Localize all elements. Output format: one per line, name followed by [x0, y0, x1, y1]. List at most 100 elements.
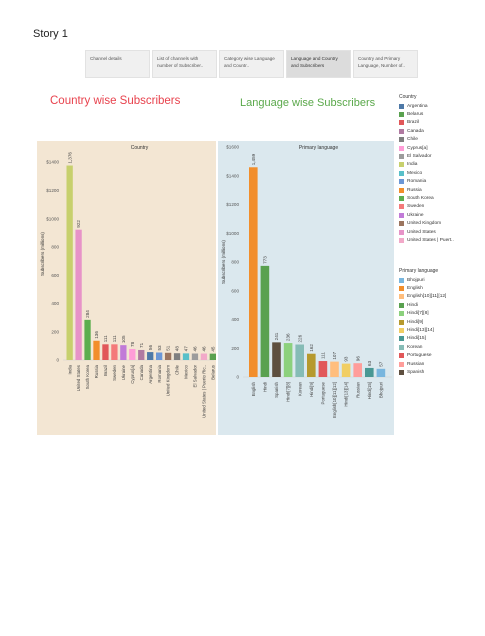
bar: [200, 353, 208, 360]
x-tick-label: Brazil: [103, 365, 108, 376]
bar-value-label: 93: [344, 356, 349, 362]
bar: [318, 361, 328, 377]
legend-item[interactable]: Portuguese: [399, 352, 446, 360]
legend-swatch: [399, 336, 404, 342]
legend-swatch: [399, 311, 404, 317]
story-point-channels-subscribers[interactable]: List of channels with number of Subscrib…: [152, 50, 217, 78]
legend-item[interactable]: Hindi: [399, 301, 446, 309]
x-tick-label: Russian: [355, 381, 360, 397]
country-chart-title: Country wise Subscribers: [50, 95, 181, 107]
bar: [138, 349, 145, 360]
bar: [66, 165, 73, 360]
legend-item[interactable]: South Korea: [399, 194, 454, 202]
legend-item[interactable]: English: [399, 284, 446, 292]
legend-item[interactable]: United Kingdom: [399, 219, 454, 227]
legend-swatch: [399, 229, 404, 235]
bar: [341, 363, 351, 377]
legend-item[interactable]: Romania: [399, 178, 454, 186]
legend-swatch: [399, 103, 404, 109]
legend-label: El Salvador: [407, 154, 432, 160]
x-tick-label: Chile: [175, 364, 180, 375]
x-tick-label: El Salvador: [193, 364, 198, 387]
legend-item[interactable]: Korean: [399, 343, 446, 351]
legend-swatch: [399, 162, 404, 168]
legend-item[interactable]: Hindi[13][14]: [399, 326, 446, 334]
story-point-channel-details[interactable]: Channel details: [85, 50, 150, 78]
legend-label: English: [407, 286, 423, 292]
legend-label: Bhojpuri: [407, 277, 425, 283]
y-tick-label: $1400: [226, 173, 239, 178]
legend-swatch: [399, 179, 404, 185]
chart-panel-background: [37, 141, 216, 435]
bar: [272, 342, 281, 377]
x-tick-label: English[10][11][12]: [332, 382, 337, 418]
legend-label: India: [407, 162, 418, 168]
legend-item[interactable]: Russian: [399, 360, 446, 368]
legend-item[interactable]: Bhojpuri: [399, 276, 446, 284]
legend-item[interactable]: Hindi[15]: [399, 335, 446, 343]
legend-item[interactable]: Russia: [399, 186, 454, 194]
legend-label: United States: [407, 229, 436, 235]
legend-swatch: [399, 286, 404, 292]
legend-item[interactable]: Belarus: [399, 110, 454, 118]
bar: [182, 353, 190, 360]
legend-item[interactable]: Brazil: [399, 119, 454, 127]
y-axis-label: Subscribers (millions): [221, 240, 226, 284]
legend-item[interactable]: India: [399, 161, 454, 169]
legend-item[interactable]: Argentina: [399, 102, 454, 110]
legend-label: Portuguese: [407, 353, 432, 359]
legend-item[interactable]: English[10][11][12]: [399, 293, 446, 301]
bar: [75, 229, 82, 360]
legend-item[interactable]: Hindi[9]: [399, 318, 446, 326]
legend-item[interactable]: United States: [399, 228, 454, 236]
language-chart-title: Language wise Subscribers: [240, 97, 376, 109]
legend-item[interactable]: Canada: [399, 127, 454, 135]
bar-value-label: 111: [321, 352, 326, 359]
bar: [84, 319, 91, 360]
bar-value-label: 46: [193, 346, 198, 352]
bar: [120, 345, 127, 360]
legend-item[interactable]: Hindi[7][8]: [399, 310, 446, 318]
legend-label: Korean: [407, 344, 423, 350]
y-tick-label: $1000: [226, 231, 239, 236]
bar: [147, 352, 154, 360]
bar-value-label: 57: [379, 361, 384, 367]
legend-item[interactable]: Ukraine: [399, 211, 454, 219]
y-tick-label: $1200: [46, 188, 59, 193]
bar: [283, 343, 293, 377]
legend-label: South Korea: [407, 195, 434, 201]
story-point-category-language-country[interactable]: Category wise Language and Countr..: [219, 50, 284, 78]
x-tick-label: Mexico: [184, 364, 189, 378]
bar: [164, 352, 172, 360]
legend-swatch: [399, 204, 404, 210]
bar: [173, 353, 181, 360]
legend-label: Russian: [407, 361, 425, 367]
legend-label: Romania: [407, 179, 427, 185]
legend-item[interactable]: Chile: [399, 136, 454, 144]
bar: [156, 352, 163, 360]
x-tick-label: India: [67, 364, 72, 374]
legend-swatch: [399, 294, 404, 300]
bar-value-label: 162: [309, 344, 314, 352]
legend-swatch: [399, 112, 404, 118]
legend-item[interactable]: United States | Puert..: [399, 236, 454, 244]
legend-swatch: [399, 221, 404, 227]
story-point-language-country-subscribers[interactable]: Language and Country and Subscribers: [286, 50, 351, 78]
bar: [295, 344, 304, 377]
legend-item[interactable]: Cyprus[a]: [399, 144, 454, 152]
y-axis-label: Subscribers (millions): [40, 232, 45, 276]
legend-item[interactable]: Spanish: [399, 368, 446, 376]
legend-label: Spanish: [407, 369, 425, 375]
story-point-country-primary-language[interactable]: Country and Primary Language, Number of.…: [353, 50, 418, 78]
legend-item[interactable]: Sweden: [399, 203, 454, 211]
x-tick-label: Portuguese: [321, 381, 326, 404]
legend-swatch: [399, 237, 404, 243]
bar-value-label: 241: [274, 332, 279, 340]
legend-label: Belarus: [407, 112, 424, 118]
legend-item[interactable]: El Salvador: [399, 152, 454, 160]
legend-item[interactable]: Mexico: [399, 169, 454, 177]
bar-value-label: 773: [263, 256, 268, 264]
bar-value-label: 236: [286, 333, 291, 341]
legend-swatch: [399, 120, 404, 126]
bar-value-label: 1,376: [67, 152, 72, 164]
